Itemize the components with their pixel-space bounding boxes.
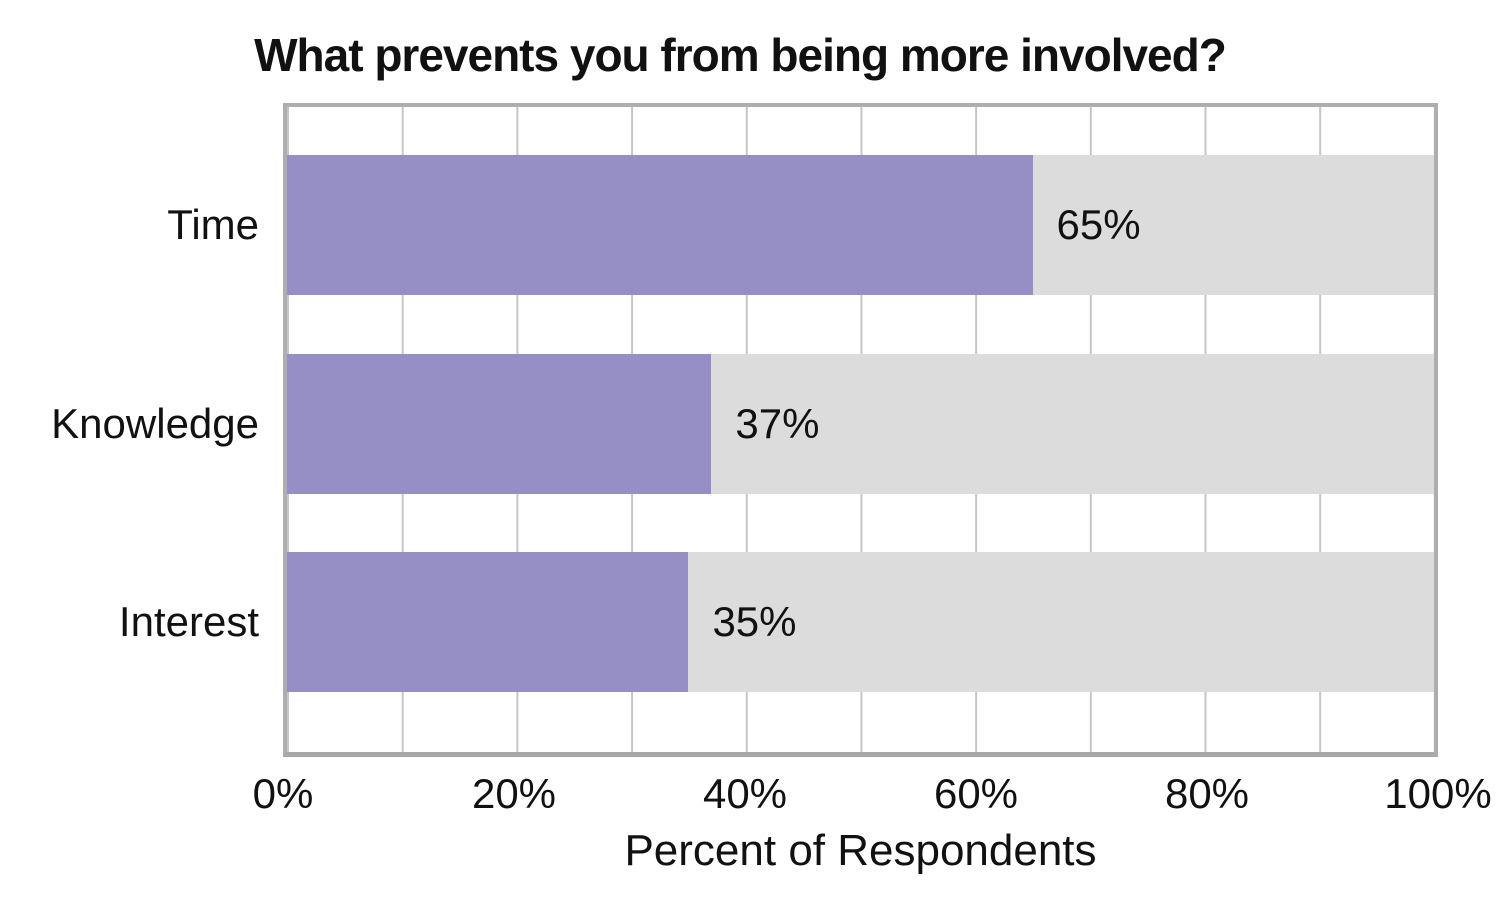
x-tick-80: 80% [1164, 770, 1250, 817]
bar-track-interest: 35% [287, 552, 1434, 692]
x-axis-title: Percent of Respondents [624, 826, 1097, 875]
chart-title: What prevents you from being more involv… [254, 29, 1227, 81]
x-tick-20: 20% [471, 770, 557, 817]
bar-fill-knowledge [287, 354, 712, 494]
bar-value-label-knowledge: 37% [735, 400, 820, 447]
bar-row-interest: Interest 35% [119, 552, 1434, 692]
bar-row-knowledge: Knowledge 37% [51, 354, 1434, 494]
bar-row-time: Time 65% [167, 155, 1434, 295]
bar-track-knowledge: 37% [287, 354, 1434, 494]
bar-fill-time [287, 155, 1033, 295]
plot-area: Time 65% Knowledge 37% Interest 35% [51, 103, 1438, 757]
bar-value-label-interest: 35% [712, 598, 797, 645]
category-label-time: Time [167, 201, 259, 248]
category-label-interest: Interest [118, 598, 259, 645]
x-tick-40: 40% [702, 770, 788, 817]
category-label-knowledge: Knowledge [51, 400, 259, 447]
bar-track-time: 65% [287, 155, 1434, 295]
bar-value-label-time: 65% [1056, 201, 1141, 248]
x-tick-60: 60% [933, 770, 1019, 817]
bar-fill-interest [287, 552, 689, 692]
x-tick-100: 100% [1384, 770, 1492, 817]
x-axis-ticks: 0% 20% 40% 60% 80% 100% [253, 770, 1492, 820]
x-tick-0: 0% [252, 770, 314, 817]
